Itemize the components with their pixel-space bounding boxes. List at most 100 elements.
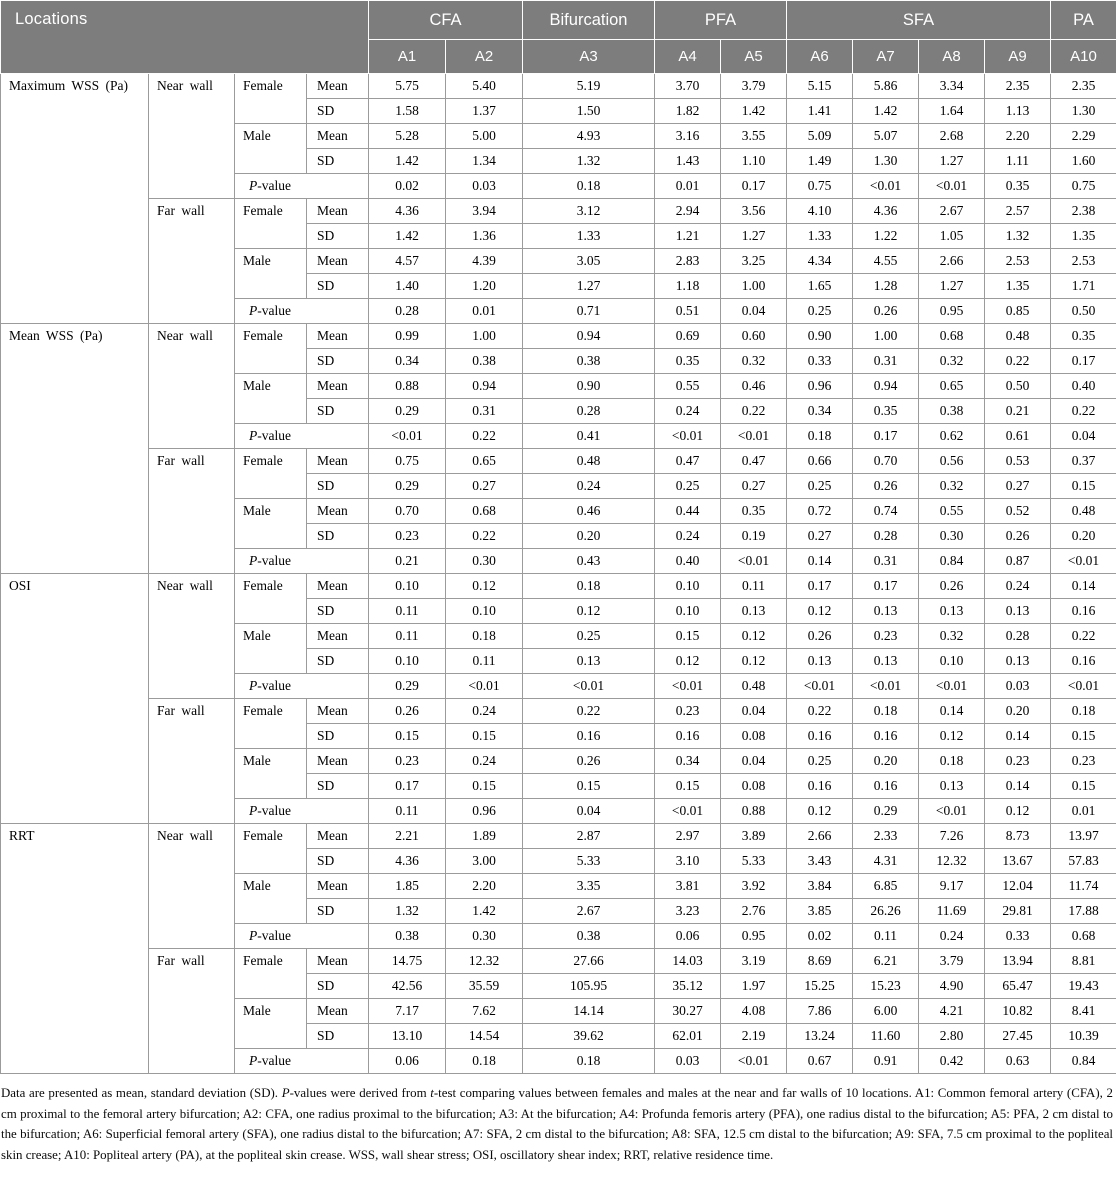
- value-cell: <0.01: [1050, 673, 1116, 699]
- value-cell: 0.26: [852, 298, 919, 324]
- sex-label: Male: [234, 873, 307, 924]
- table-row: SD 0.17 0.15 0.15 0.15 0.08 0.16 0.16 0.13 0.14 0.…: [1, 773, 1116, 799]
- value-cell: 0.70: [852, 448, 919, 474]
- stat-label: Mean: [306, 998, 369, 1024]
- sex-label: Female: [234, 73, 307, 124]
- value-cell: 0.10: [368, 573, 446, 599]
- value-cell: 1.00: [445, 323, 523, 349]
- value-cell: 0.12: [720, 648, 787, 674]
- value-cell: 4.10: [786, 198, 853, 224]
- table-row: P-value 0.28 0.01 0.71 0.51 0.04 0.25 0.26 0.95 0…: [1, 298, 1116, 324]
- table-row: SD 1.42 1.34 1.32 1.43 1.10 1.49 1.30 1.27 1.11 1.…: [1, 148, 1116, 174]
- value-cell: 0.90: [786, 323, 853, 349]
- value-cell: 0.11: [368, 623, 446, 649]
- column-header-a2: A2: [445, 39, 523, 74]
- value-cell: 0.42: [918, 1048, 985, 1074]
- value-cell: 2.35: [1050, 73, 1116, 99]
- p-value-label: P-value: [234, 673, 369, 699]
- value-cell: 1.42: [368, 148, 446, 174]
- value-cell: 13.97: [1050, 823, 1116, 849]
- value-cell: <0.01: [654, 423, 721, 449]
- value-cell: 5.33: [522, 848, 655, 874]
- value-cell: 0.13: [522, 648, 655, 674]
- table-row: P-value 0.06 0.18 0.18 0.03 <0.01 0.67 0.91 0.42…: [1, 1048, 1116, 1074]
- stat-label: Mean: [306, 248, 369, 274]
- value-cell: 0.18: [918, 748, 985, 774]
- value-cell: 0.88: [720, 798, 787, 824]
- value-cell: 0.35: [654, 348, 721, 374]
- value-cell: 0.94: [445, 373, 523, 399]
- value-cell: 0.48: [1050, 498, 1116, 524]
- value-cell: 1.30: [1050, 98, 1116, 124]
- stat-label: SD: [306, 848, 369, 874]
- table-row: SD 1.40 1.20 1.27 1.18 1.00 1.65 1.28 1.27 1.35 1.…: [1, 273, 1116, 299]
- value-cell: 0.38: [918, 398, 985, 424]
- value-cell: 7.17: [368, 998, 446, 1024]
- stat-label: Mean: [306, 373, 369, 399]
- value-cell: 5.09: [786, 123, 853, 149]
- value-cell: 8.41: [1050, 998, 1116, 1024]
- value-cell: 2.97: [654, 823, 721, 849]
- value-cell: 0.21: [984, 398, 1051, 424]
- value-cell: 0.15: [654, 623, 721, 649]
- value-cell: 1.65: [786, 273, 853, 299]
- value-cell: 0.53: [984, 448, 1051, 474]
- stat-label: Mean: [306, 948, 369, 974]
- value-cell: 0.22: [445, 423, 523, 449]
- value-cell: 0.62: [918, 423, 985, 449]
- value-cell: 2.21: [368, 823, 446, 849]
- p-value-label: P-value: [234, 548, 369, 574]
- value-cell: 0.10: [918, 648, 985, 674]
- table-row: OSI Near wall Female Mean 0.10 0.12 0.18 0.10 0.…: [0, 573, 1116, 824]
- value-cell: 5.00: [445, 123, 523, 149]
- value-cell: 0.22: [522, 698, 655, 724]
- value-cell: 0.16: [654, 723, 721, 749]
- value-cell: 3.00: [445, 848, 523, 874]
- value-cell: 2.76: [720, 898, 787, 924]
- value-cell: 0.24: [654, 398, 721, 424]
- value-cell: 4.93: [522, 123, 655, 149]
- value-cell: 4.36: [852, 198, 919, 224]
- value-cell: <0.01: [852, 673, 919, 699]
- value-cell: 0.29: [368, 398, 446, 424]
- value-cell: 0.02: [786, 923, 853, 949]
- value-cell: 0.40: [654, 548, 721, 574]
- value-cell: 6.85: [852, 873, 919, 899]
- wall-label: Near wall: [148, 823, 235, 949]
- table-row: P-value <0.01 0.22 0.41 <0.01 <0.01 0.18 0.17 0.…: [1, 423, 1116, 449]
- column-header-a9: A9: [984, 39, 1051, 74]
- value-cell: 0.38: [368, 923, 446, 949]
- value-cell: <0.01: [720, 423, 787, 449]
- value-cell: 0.18: [852, 698, 919, 724]
- sex-label: Male: [234, 373, 307, 424]
- value-cell: 0.04: [720, 298, 787, 324]
- value-cell: <0.01: [918, 673, 985, 699]
- value-cell: 0.35: [720, 498, 787, 524]
- value-cell: 4.39: [445, 248, 523, 274]
- value-cell: 0.04: [522, 798, 655, 824]
- value-cell: 0.29: [368, 473, 446, 499]
- value-cell: <0.01: [918, 798, 985, 824]
- stat-label: Mean: [306, 873, 369, 899]
- value-cell: 4.21: [918, 998, 985, 1024]
- value-cell: 0.88: [368, 373, 446, 399]
- value-cell: 2.33: [852, 823, 919, 849]
- table-row: SD 42.56 35.59 105.95 35.12 1.97 15.25 15.23 4.9…: [1, 973, 1116, 999]
- value-cell: 0.68: [1050, 923, 1116, 949]
- value-cell: 0.23: [368, 748, 446, 774]
- value-cell: 0.11: [368, 798, 446, 824]
- value-cell: 0.10: [445, 598, 523, 624]
- stat-label: Mean: [306, 498, 369, 524]
- value-cell: 2.94: [654, 198, 721, 224]
- value-cell: 6.21: [852, 948, 919, 974]
- value-cell: <0.01: [654, 673, 721, 699]
- value-cell: 12.32: [918, 848, 985, 874]
- table-row: P-value 0.38 0.30 0.38 0.06 0.95 0.02 0.11 0.24 0…: [1, 923, 1116, 949]
- value-cell: 0.25: [522, 623, 655, 649]
- value-cell: 1.27: [918, 148, 985, 174]
- value-cell: 1.41: [786, 98, 853, 124]
- value-cell: 0.03: [984, 673, 1051, 699]
- value-cell: 2.67: [918, 198, 985, 224]
- value-cell: 0.20: [852, 748, 919, 774]
- value-cell: 0.32: [918, 348, 985, 374]
